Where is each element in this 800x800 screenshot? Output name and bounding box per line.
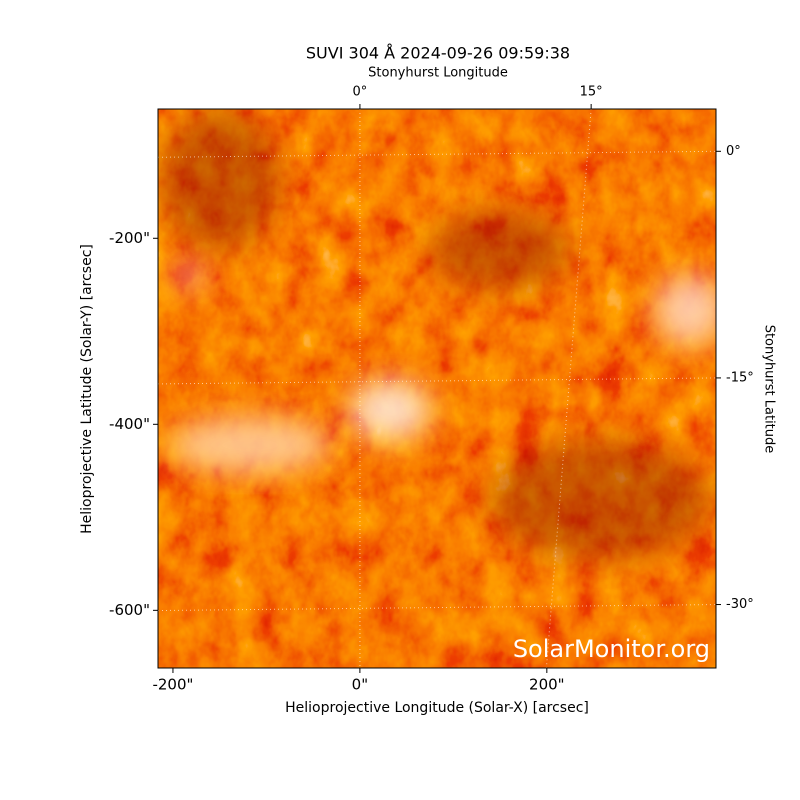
grid (158, 109, 716, 668)
y2-tick-label: -15° (726, 370, 754, 385)
bright-regions (170, 260, 716, 473)
x-tick-label: 0" (352, 676, 368, 694)
y-tick-label: -400" (109, 415, 150, 433)
y-axis-label: Helioprojective Latitude (Solar-Y) [arcs… (79, 244, 95, 534)
y-tick-label: -200" (109, 229, 150, 247)
x2-axis-label: Stonyhurst Longitude (368, 66, 508, 81)
y2-axis-label: Stonyhurst Latitude (762, 325, 777, 454)
plot-frame (157, 108, 717, 669)
x-tick-label: 200" (529, 676, 565, 694)
y-tick-label: -600" (109, 601, 150, 619)
watermark: SolarMonitor.org (513, 635, 710, 663)
solar-image (158, 109, 716, 668)
dark-regions (160, 110, 710, 560)
grid-line (545, 109, 592, 668)
x2-tick-label: 0° (353, 85, 368, 100)
y2-tick-label: -30° (726, 597, 754, 612)
x-axis-label: Helioprojective Longitude (Solar-X) [arc… (285, 700, 589, 716)
y2-tick-label: 0° (726, 144, 741, 159)
chart-title: SUVI 304 Å 2024-09-26 09:59:38 (306, 44, 570, 63)
x2-tick-label: 15° (580, 85, 603, 100)
x-tick-label: -200" (152, 676, 193, 694)
